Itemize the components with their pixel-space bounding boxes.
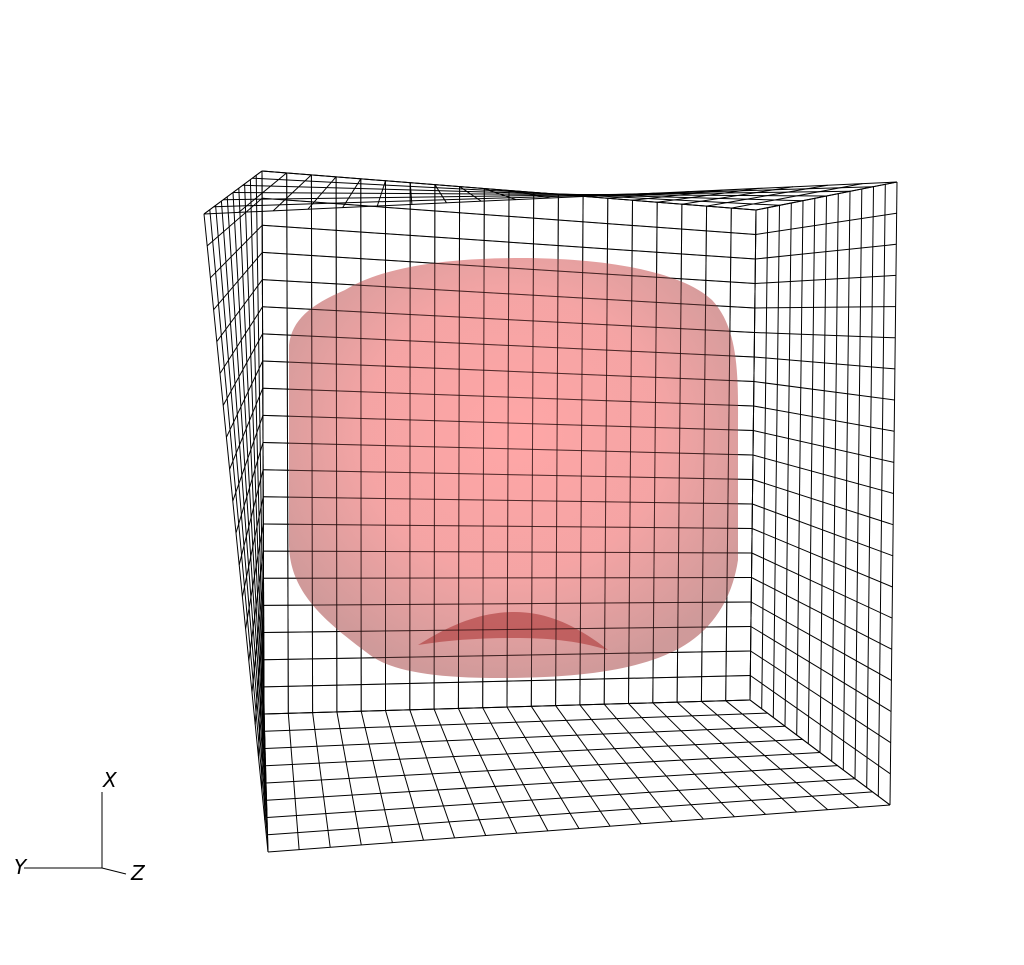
right-grid-line xyxy=(752,479,894,526)
right-grid-line xyxy=(750,601,892,681)
right-grid-line xyxy=(750,626,892,712)
left-grid-line xyxy=(210,224,263,279)
left-grid-line xyxy=(232,415,264,502)
floor-grid-line xyxy=(266,765,838,801)
right-grid-line xyxy=(749,699,891,806)
right-grid-line xyxy=(754,356,895,370)
orientation-axes: X Y Z xyxy=(14,768,146,885)
floor-grid-line xyxy=(267,791,873,836)
right-grid-line xyxy=(754,332,896,339)
front-grid-line xyxy=(262,414,754,431)
left-grid-line xyxy=(235,442,264,534)
front-grid-line xyxy=(262,360,754,382)
front-grid-line xyxy=(261,170,757,211)
right-grid-line xyxy=(753,381,895,401)
right-grid-line xyxy=(753,430,895,463)
ceiling-grid xyxy=(203,170,898,215)
ceiling-grid-line xyxy=(252,177,780,206)
right-grid-line xyxy=(750,650,891,744)
left-grid-line xyxy=(206,197,263,247)
left-grid-line xyxy=(216,279,263,342)
right-grid-line xyxy=(752,503,893,557)
floor-grid-line xyxy=(264,712,768,732)
front-grid-line xyxy=(262,306,755,333)
front-wall-grid xyxy=(261,170,757,715)
isosurface xyxy=(289,258,739,678)
left-grid-line xyxy=(222,333,264,406)
front-grid-line xyxy=(263,675,751,688)
right-wall-grid xyxy=(749,181,898,806)
ceiling-grid-line xyxy=(213,186,874,208)
left-grid-line xyxy=(254,605,265,725)
isosurface-body xyxy=(289,258,739,678)
right-grid-line xyxy=(751,552,893,619)
right-grid-line xyxy=(751,577,893,650)
front-grid-line xyxy=(262,251,756,284)
front-grid-line xyxy=(262,279,755,309)
ceiling-grid-line xyxy=(203,181,898,215)
front-grid-line xyxy=(263,601,752,606)
floor-grid-line xyxy=(265,738,803,767)
front-grid-line xyxy=(263,550,752,554)
front-grid-line xyxy=(262,442,754,456)
front-grid-line xyxy=(263,626,751,633)
left-grid-line xyxy=(257,632,265,757)
front-grid-line xyxy=(263,650,751,661)
left-wall-grid xyxy=(203,170,269,853)
right-grid-line xyxy=(753,405,895,432)
left-grid-line xyxy=(229,388,264,470)
left-grid-line xyxy=(251,578,264,693)
left-grid-line xyxy=(248,551,264,661)
right-grid-line xyxy=(750,675,891,775)
ceiling-grid-line xyxy=(223,190,851,201)
front-grid-line xyxy=(262,387,754,407)
floor-grid-line xyxy=(266,778,856,818)
z-axis-label: Z xyxy=(130,861,146,885)
front-grid-line xyxy=(263,699,751,715)
floor-grid-line xyxy=(265,752,821,784)
front-grid-line xyxy=(262,333,755,358)
left-grid-line xyxy=(241,496,264,597)
front-grid-line xyxy=(263,496,753,505)
ceiling-grid-line xyxy=(232,192,827,197)
front-grid-line xyxy=(263,523,753,529)
left-grid-line xyxy=(238,469,264,566)
floor-grid-line xyxy=(264,725,786,749)
floor-grid-line xyxy=(267,804,891,853)
left-grid-line xyxy=(225,360,264,438)
x-axis-label: X xyxy=(102,768,118,792)
right-grid-line xyxy=(755,274,897,284)
front-grid-line xyxy=(262,224,756,260)
floor-grid xyxy=(263,699,891,853)
isosurface-inner-fold xyxy=(418,612,608,650)
right-grid-line xyxy=(755,212,897,235)
y-axis-label: Y xyxy=(14,855,28,879)
right-grid-line xyxy=(751,528,893,588)
left-grid-line xyxy=(245,523,264,629)
left-grid-line xyxy=(219,306,263,374)
right-grid-line xyxy=(755,243,897,260)
z-axis-line xyxy=(101,867,127,875)
left-grid-line xyxy=(263,713,269,853)
front-grid-line xyxy=(263,469,753,480)
front-grid-line xyxy=(263,577,752,579)
left-grid-line xyxy=(213,252,263,311)
right-grid-line xyxy=(754,306,896,309)
front-grid-line xyxy=(262,197,756,235)
right-grid-line xyxy=(752,454,894,494)
